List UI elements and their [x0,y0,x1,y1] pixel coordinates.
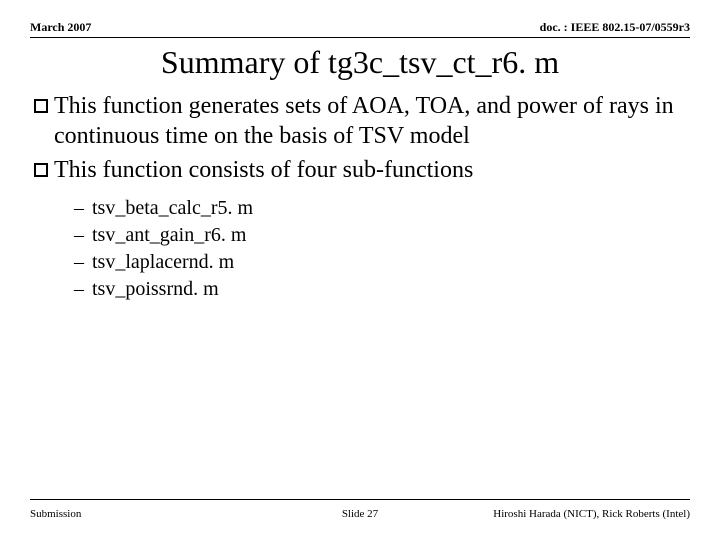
bullet-text: This function consists of four sub-funct… [54,155,686,185]
sub-item: – tsv_poissrnd. m [74,276,686,303]
header-row: March 2007 doc. : IEEE 802.15-07/0559r3 [30,20,690,38]
dash-icon: – [74,195,92,222]
sub-item: – tsv_laplacernd. m [74,249,686,276]
footer-row: Submission Slide 27 Hiroshi Harada (NICT… [30,508,690,520]
header-doc-id: doc. : IEEE 802.15-07/0559r3 [540,20,690,35]
slide-title: Summary of tg3c_tsv_ct_r6. m [30,44,690,81]
sub-item-text: tsv_ant_gain_r6. m [92,222,246,249]
dash-icon: – [74,276,92,303]
sub-item-text: tsv_beta_calc_r5. m [92,195,253,222]
sub-item: – tsv_ant_gain_r6. m [74,222,686,249]
bullet-text: This function generates sets of AOA, TOA… [54,91,686,151]
bullet-item: This function consists of four sub-funct… [34,155,686,185]
dash-icon: – [74,249,92,276]
sub-item-text: tsv_laplacernd. m [92,249,234,276]
sub-list: – tsv_beta_calc_r5. m – tsv_ant_gain_r6.… [74,195,686,303]
sub-item: – tsv_beta_calc_r5. m [74,195,686,222]
content-area: This function generates sets of AOA, TOA… [30,91,690,303]
slide-container: March 2007 doc. : IEEE 802.15-07/0559r3 … [0,0,720,540]
footer-slide-number: Slide 27 [250,508,470,520]
square-bullet-icon [34,163,48,177]
sub-item-text: tsv_poissrnd. m [92,276,219,303]
footer-left: Submission [30,508,250,520]
footer-author: Hiroshi Harada (NICT), Rick Roberts (Int… [470,508,690,520]
square-bullet-icon [34,99,48,113]
footer-rule [30,499,690,500]
bullet-item: This function generates sets of AOA, TOA… [34,91,686,151]
header-date: March 2007 [30,20,91,35]
dash-icon: – [74,222,92,249]
